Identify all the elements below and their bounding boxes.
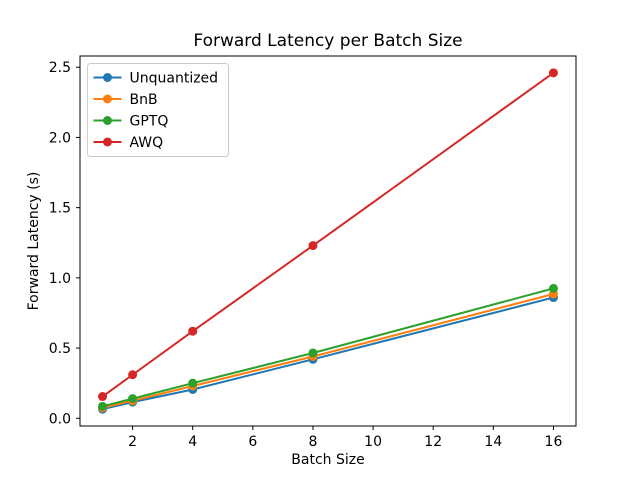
series-layer: [98, 68, 558, 414]
y-tick-label: 1.0: [49, 271, 71, 287]
series-line-bnb: [101, 293, 555, 409]
data-point-awq: [188, 326, 198, 336]
x-tick-label: 2: [128, 434, 137, 450]
legend-label-bnb: BnB: [130, 92, 158, 108]
legend-marker: [103, 73, 112, 82]
data-point-gptq: [308, 348, 318, 358]
y-tick-label: 0.5: [49, 341, 71, 357]
data-point-gptq: [548, 283, 558, 293]
x-tick-label: 10: [364, 434, 382, 450]
x-tick-label: 6: [248, 434, 257, 450]
x-axis-label: Batch Size: [291, 452, 364, 468]
data-point-gptq: [98, 401, 108, 411]
x-tick-label: 12: [424, 434, 442, 450]
y-tick-label: 0.0: [49, 411, 71, 427]
data-point-awq: [548, 68, 558, 78]
x-tick-label: 16: [545, 434, 563, 450]
y-tick-label: 1.5: [49, 201, 71, 217]
chart-title: Forward Latency per Batch Size: [193, 31, 462, 51]
plot-frame: [79, 55, 577, 427]
legend-box: [87, 63, 229, 157]
data-point-awq: [128, 370, 138, 380]
x-tick-label: 14: [484, 434, 502, 450]
x-tick-label: 4: [188, 434, 197, 450]
legend-label-gptq: GPTQ: [130, 114, 169, 130]
legend: Unquantized BnB GPTQ AWQ: [87, 63, 229, 157]
y-tick-label: 2.5: [49, 60, 71, 76]
data-point-awq: [98, 392, 108, 402]
legend-marker: [103, 137, 112, 147]
legend-marker: [103, 116, 112, 125]
legend-label-awq: AWQ: [130, 135, 164, 151]
y-axis-label: Forward Latency (s): [26, 172, 42, 311]
legend-label-unquantized: Unquantized: [130, 71, 219, 87]
x-tick-label: 8: [309, 434, 318, 450]
data-point-awq: [308, 241, 318, 251]
legend-marker: [103, 94, 112, 104]
data-point-gptq: [188, 378, 198, 388]
y-tick-label: 2.0: [49, 130, 71, 146]
data-point-gptq: [128, 394, 138, 404]
axes-layer: 2 4 6 8 10 12 14 16 0.0 0.5 1.0 1.5 2.0 2.5: [49, 60, 563, 450]
